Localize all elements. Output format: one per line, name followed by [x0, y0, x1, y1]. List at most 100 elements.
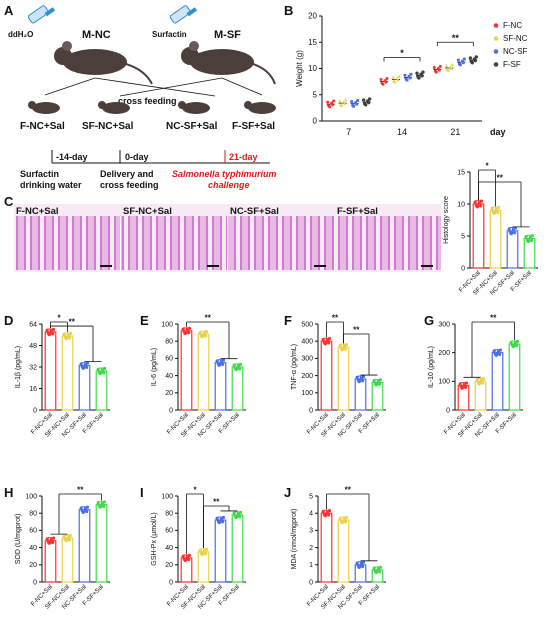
y-tick-label: 0: [169, 579, 173, 586]
data-point: [380, 81, 384, 85]
data-point: [490, 206, 494, 211]
mouse-icon: [244, 101, 276, 114]
legend-label: SF-NC: [503, 34, 528, 43]
data-point: [221, 515, 226, 520]
y-tick-label: 0: [33, 579, 37, 586]
data-point: [461, 61, 465, 65]
data-point: [199, 551, 203, 555]
bar: [44, 331, 57, 411]
bar: [180, 557, 193, 583]
y-axis-label: Histology score: [443, 196, 450, 244]
challenge-line-2: challenge: [208, 180, 250, 190]
cross-feeding-arrows: [44, 77, 263, 97]
y-tick-label: 64: [29, 321, 37, 328]
data-point: [338, 516, 342, 520]
data-point: [356, 378, 360, 382]
timeline-day-red: 21-day: [229, 152, 258, 162]
group-label: F-NC+Sal: [20, 121, 65, 132]
data-point: [391, 75, 395, 79]
data-point: [354, 101, 358, 105]
y-tick-label: 0: [313, 117, 318, 126]
data-point: [344, 347, 348, 351]
data-point: [361, 374, 366, 379]
data-point: [221, 520, 225, 524]
y-tick-label: 4: [309, 511, 313, 518]
significance-bracket: **: [50, 318, 102, 363]
data-point: [327, 337, 332, 341]
data-point: [204, 334, 208, 338]
bar: [78, 509, 91, 583]
data-point: [199, 334, 203, 338]
legend-label: NC-SF: [503, 47, 528, 56]
data-point: [204, 552, 208, 556]
data-point: [366, 100, 371, 105]
data-point: [221, 362, 225, 367]
data-point: [403, 73, 407, 77]
data-point: [492, 349, 496, 353]
y-tick-label: 0: [309, 579, 313, 586]
data-point: [97, 504, 101, 508]
significance-label: **: [490, 314, 497, 323]
y-tick-label: 16: [29, 386, 37, 393]
y-tick-label: 300: [301, 356, 313, 363]
data-point: [198, 548, 202, 552]
data-point: [97, 370, 101, 374]
panel-c-micrographs: C F-NC+Sal SF-NC+Sal NC-SF+Sal F-SF+Sal: [4, 194, 441, 272]
y-tick-label: 100: [301, 390, 313, 397]
data-point: [62, 534, 66, 539]
data-point: [79, 362, 83, 366]
legend-marker: [493, 36, 499, 41]
data-point: [474, 55, 479, 59]
data-point: [85, 505, 90, 509]
bar: [78, 365, 91, 411]
data-point: [187, 331, 191, 335]
y-tick-label: 40: [165, 373, 173, 380]
data-point: [327, 513, 331, 517]
data-point: [373, 382, 377, 386]
data-point: [238, 510, 243, 514]
bar: [44, 540, 57, 583]
y-tick-label: 5: [313, 90, 318, 99]
bar: [508, 343, 521, 411]
data-point: [509, 340, 513, 344]
data-point: [372, 566, 376, 570]
data-point: [456, 58, 460, 62]
y-axis-label: TNF-α (pg/mL): [291, 344, 298, 390]
bar: [506, 230, 519, 269]
data-point: [396, 78, 400, 82]
data-point: [216, 519, 220, 523]
bar: [197, 333, 210, 411]
y-tick-label: 80: [165, 511, 173, 518]
y-tick-label: 10: [308, 64, 317, 73]
y-tick-label: 200: [301, 373, 313, 380]
y-tick-label: 500: [301, 321, 313, 328]
bar: [231, 514, 244, 583]
data-point: [344, 515, 349, 520]
mouse-icon: [98, 101, 130, 114]
bar: [523, 237, 536, 269]
cross-feeding-label: cross feeding: [118, 96, 177, 106]
y-tick-label: 1: [309, 562, 313, 569]
y-axis-label: Weight (g): [295, 50, 304, 87]
data-point: [96, 367, 100, 371]
data-point: [444, 64, 449, 68]
bar: [180, 330, 193, 411]
data-point: [216, 362, 220, 366]
data-point: [45, 328, 49, 332]
data-point: [373, 569, 377, 573]
data-point: [337, 99, 342, 103]
data-point: [79, 506, 83, 510]
data-point: [321, 509, 325, 514]
panel-letter-f: F: [284, 313, 292, 328]
data-point: [475, 378, 479, 382]
mouse-icon: [178, 101, 210, 114]
significance-label: **: [497, 174, 504, 183]
data-point: [356, 99, 360, 102]
micrograph-label: SF-NC+Sal: [123, 206, 172, 217]
panel-letter-h: H: [4, 485, 13, 500]
x-tick-label: 7: [346, 127, 351, 137]
